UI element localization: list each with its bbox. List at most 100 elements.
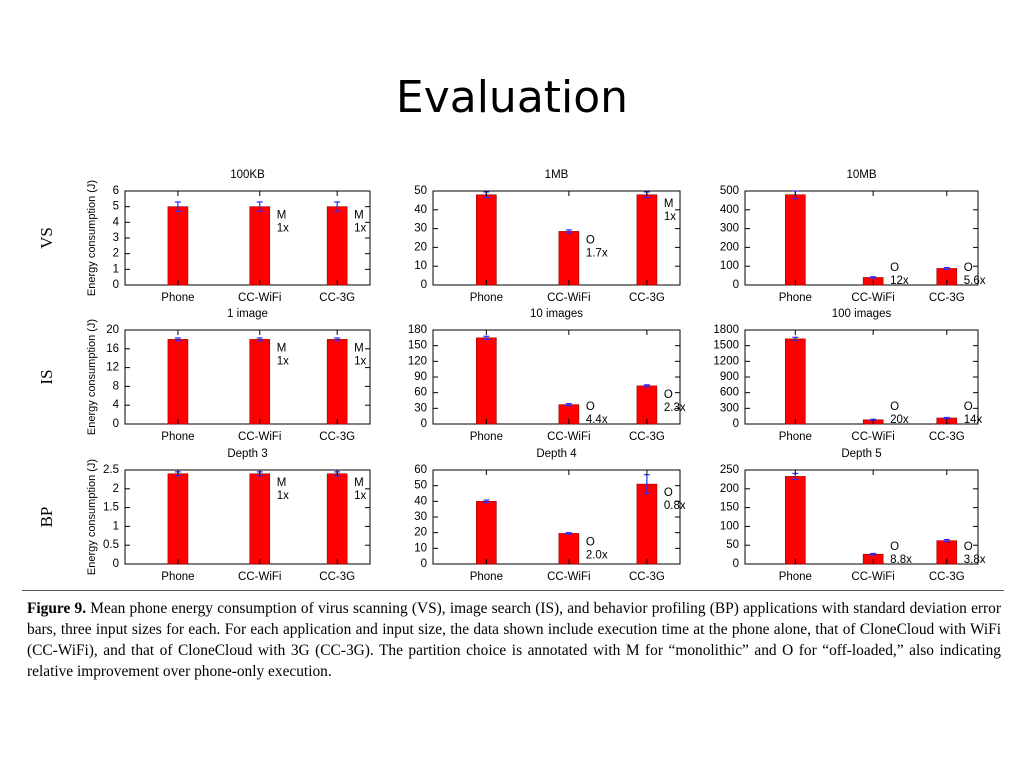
y-tick-label: 10	[414, 542, 427, 554]
x-tick-label: Phone	[161, 292, 194, 304]
caption-divider	[22, 590, 1004, 591]
improvement-annotation: 0.8x	[664, 500, 686, 512]
chart-title: Depth 4	[536, 448, 577, 460]
x-tick-label: CC-3G	[629, 292, 665, 304]
x-tick-label: CC-WiFi	[238, 571, 281, 583]
y-tick-label: 1	[113, 520, 119, 532]
y-axis-label: Energy consumption (J)	[86, 459, 98, 575]
bar-cc-3g	[326, 339, 348, 425]
y-tick-label: 50	[414, 185, 427, 197]
improvement-annotation: 3.8x	[964, 554, 986, 566]
x-tick-label: CC-3G	[319, 571, 355, 583]
partition-annotation: O	[964, 541, 973, 553]
y-tick-label: 0	[113, 279, 119, 291]
improvement-annotation: 1.7x	[586, 247, 608, 259]
y-tick-label: 3	[113, 232, 119, 244]
slide-title: Evaluation	[395, 72, 629, 123]
row-label-bp: BP	[37, 507, 56, 528]
x-tick-label: CC-WiFi	[547, 292, 590, 304]
bar-cc-3g	[636, 385, 658, 425]
x-tick-label: Phone	[470, 571, 503, 583]
chart-title: 1MB	[545, 169, 569, 181]
y-tick-label: 16	[106, 343, 119, 355]
y-tick-label: 2	[113, 248, 119, 260]
improvement-annotation: 1x	[354, 490, 366, 502]
y-tick-label: 150	[720, 502, 739, 514]
partition-annotation: M	[354, 210, 364, 222]
y-tick-label: 1800	[713, 324, 739, 336]
y-tick-label: 1	[113, 263, 119, 275]
x-tick-label: CC-WiFi	[547, 431, 590, 443]
y-tick-label: 1500	[713, 340, 739, 352]
y-tick-label: 1.5	[103, 502, 119, 514]
chart-title: 10MB	[846, 169, 876, 181]
y-tick-label: 5	[113, 201, 119, 213]
improvement-annotation: 2.3x	[664, 402, 686, 414]
improvement-annotation: 4.4x	[586, 414, 608, 426]
y-tick-label: 150	[408, 340, 427, 352]
partition-annotation: M	[277, 477, 287, 489]
y-tick-label: 900	[720, 371, 739, 383]
bar-phone	[785, 476, 806, 565]
y-tick-label: 0	[421, 279, 427, 291]
plot-frame	[432, 190, 681, 286]
x-tick-label: CC-WiFi	[547, 571, 590, 583]
y-tick-label: 500	[720, 185, 739, 197]
chart-panel-7: Energy consumption (J) Depth 3 0 0.5 1 1.5 2 2.…	[86, 448, 371, 583]
partition-annotation: O	[586, 234, 595, 246]
partition-annotation: O	[664, 487, 673, 499]
y-tick-label: 100	[720, 520, 739, 532]
y-tick-label: 40	[414, 204, 427, 216]
improvement-annotation: 2.0x	[586, 549, 608, 561]
bar-phone	[476, 501, 497, 565]
y-tick-label: 1200	[713, 355, 739, 367]
partition-annotation: O	[964, 401, 973, 413]
partition-annotation: M	[277, 342, 287, 354]
y-tick-label: 4	[113, 216, 120, 228]
x-tick-label: CC-3G	[929, 292, 965, 304]
bar-cc-wifi	[558, 231, 580, 286]
partition-annotation: M	[354, 477, 364, 489]
x-tick-label: CC-WiFi	[238, 431, 281, 443]
x-tick-label: Phone	[161, 571, 194, 583]
x-tick-label: Phone	[470, 292, 503, 304]
x-tick-label: Phone	[779, 431, 812, 443]
y-axis-label: Energy consumption (J)	[86, 319, 98, 435]
x-tick-label: CC-3G	[629, 431, 665, 443]
plot-frame	[744, 329, 979, 425]
bar-cc-wifi	[249, 206, 271, 286]
partition-annotation: M	[354, 342, 364, 354]
y-tick-label: 0	[421, 418, 427, 430]
bar-phone	[167, 206, 189, 286]
partition-annotation: O	[890, 401, 899, 413]
x-tick-label: CC-3G	[629, 571, 665, 583]
plot-frame	[744, 190, 979, 286]
plot-frame	[124, 329, 371, 425]
improvement-annotation: 1x	[664, 211, 676, 223]
improvement-annotation: 1x	[277, 355, 289, 367]
y-tick-label: 400	[720, 204, 739, 216]
row-label-vs: VS	[37, 227, 56, 249]
partition-annotation: O	[586, 401, 595, 413]
improvement-annotation: 1x	[277, 223, 289, 235]
bar-cc-3g	[636, 194, 658, 286]
y-tick-label: 20	[106, 324, 119, 336]
partition-annotation: O	[890, 541, 899, 553]
y-tick-label: 10	[414, 260, 427, 272]
y-tick-label: 60	[414, 464, 427, 476]
plot-frame	[744, 469, 979, 565]
bar-phone	[167, 339, 189, 425]
chart-panel-6: 100 images 0 300 600 900 1200 1500 1800 Phone CC-…	[713, 308, 982, 443]
y-tick-label: 50	[414, 480, 427, 492]
y-tick-label: 20	[414, 527, 427, 539]
bar-cc-3g	[326, 206, 348, 286]
y-tick-label: 120	[408, 355, 427, 367]
y-axis-label: Energy consumption (J)	[86, 180, 98, 296]
row-label-is: IS	[37, 369, 56, 384]
improvement-annotation: 14x	[964, 414, 983, 426]
